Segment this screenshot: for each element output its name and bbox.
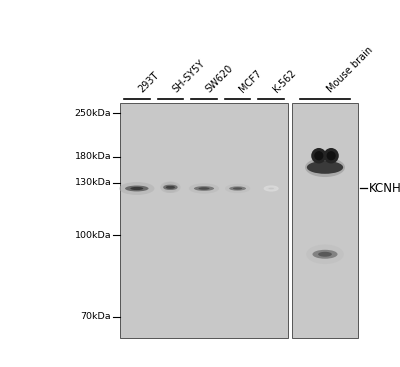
Text: 293T: 293T bbox=[137, 70, 161, 95]
Text: SW620: SW620 bbox=[204, 63, 235, 95]
Text: 130kDa: 130kDa bbox=[74, 178, 111, 187]
Ellipse shape bbox=[160, 182, 178, 193]
Ellipse shape bbox=[198, 187, 210, 190]
Ellipse shape bbox=[312, 250, 338, 259]
Ellipse shape bbox=[163, 185, 175, 190]
Ellipse shape bbox=[268, 188, 274, 189]
Ellipse shape bbox=[189, 184, 219, 194]
Bar bbox=[292, 103, 358, 338]
Ellipse shape bbox=[168, 186, 175, 189]
Ellipse shape bbox=[233, 187, 242, 190]
Ellipse shape bbox=[130, 187, 143, 190]
Ellipse shape bbox=[311, 148, 326, 163]
Ellipse shape bbox=[166, 186, 172, 189]
Ellipse shape bbox=[324, 148, 339, 163]
Ellipse shape bbox=[225, 184, 250, 193]
Ellipse shape bbox=[314, 151, 324, 160]
Ellipse shape bbox=[306, 244, 344, 264]
Text: K-562: K-562 bbox=[271, 68, 298, 95]
Text: Mouse brain: Mouse brain bbox=[325, 45, 374, 95]
Ellipse shape bbox=[305, 158, 345, 177]
Text: MCF7: MCF7 bbox=[238, 68, 264, 95]
Ellipse shape bbox=[194, 186, 214, 191]
Ellipse shape bbox=[266, 187, 276, 190]
Ellipse shape bbox=[166, 185, 178, 190]
Ellipse shape bbox=[119, 182, 154, 195]
Text: 70kDa: 70kDa bbox=[80, 312, 111, 321]
Ellipse shape bbox=[229, 186, 246, 190]
Ellipse shape bbox=[163, 182, 180, 193]
Text: KCNH2: KCNH2 bbox=[369, 182, 400, 195]
Text: 180kDa: 180kDa bbox=[74, 152, 111, 161]
Ellipse shape bbox=[318, 252, 332, 257]
Ellipse shape bbox=[307, 161, 343, 174]
Text: 250kDa: 250kDa bbox=[74, 109, 111, 118]
Text: SH-SY5Y: SH-SY5Y bbox=[170, 58, 206, 95]
Ellipse shape bbox=[264, 185, 279, 192]
Text: 100kDa: 100kDa bbox=[74, 231, 111, 240]
Bar bbox=[120, 103, 288, 338]
Ellipse shape bbox=[125, 186, 148, 192]
Ellipse shape bbox=[326, 151, 336, 160]
